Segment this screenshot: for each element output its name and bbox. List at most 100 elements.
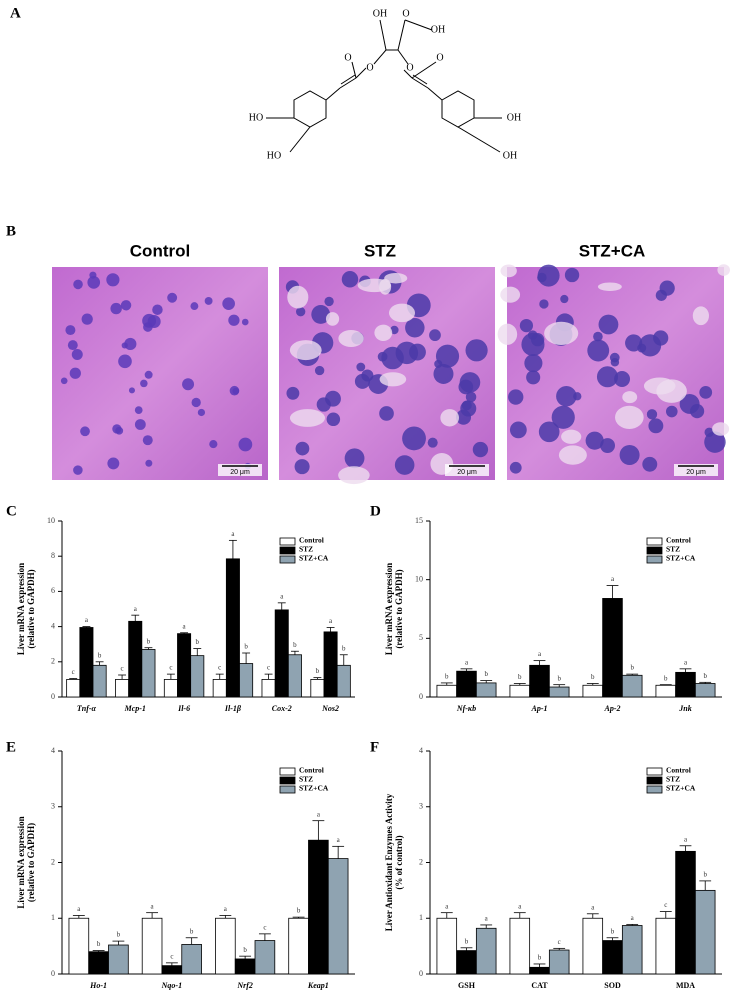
legend-label: Control — [299, 536, 324, 545]
nucleus — [241, 318, 249, 326]
significance-letter: b — [484, 670, 488, 678]
atom-label: O — [344, 52, 351, 63]
y-tick-label: 5 — [419, 633, 423, 642]
nucleus — [115, 426, 124, 435]
x-tick-label: Cox-2 — [272, 704, 292, 713]
significance-letter: a — [684, 835, 688, 843]
x-tick-label: Mcp-1 — [124, 704, 146, 713]
significance-letter: a — [85, 616, 89, 624]
x-tick-label: CAT — [531, 981, 548, 990]
vacuole — [561, 429, 582, 444]
significance-letter: b — [591, 673, 595, 681]
nucleus — [465, 391, 477, 403]
nucleus — [610, 358, 620, 367]
nucleus — [209, 440, 218, 449]
significance-letter: b — [196, 638, 200, 646]
nucleus — [564, 267, 580, 283]
y-tick-label: 0 — [51, 969, 55, 978]
vacuole — [643, 377, 676, 395]
nucleus — [519, 318, 534, 333]
bar — [88, 951, 109, 975]
significance-letter: b — [117, 931, 121, 939]
nucleus — [551, 405, 575, 429]
significance-letter: a — [183, 622, 187, 630]
nucleus — [704, 427, 714, 438]
x-tick-label: SOD — [604, 981, 621, 990]
scale-bg — [445, 464, 489, 476]
vacuole — [615, 405, 644, 429]
panel-label: A — [10, 5, 21, 21]
nucleus — [80, 426, 90, 437]
significance-letter: b — [316, 667, 320, 675]
nucleus — [679, 393, 700, 414]
nucleus — [107, 457, 120, 470]
significance-letter: a — [518, 902, 522, 910]
vacuole — [558, 445, 587, 465]
bar — [239, 663, 254, 698]
atom-label: OH — [431, 24, 445, 35]
y-tick-label: 3 — [419, 802, 423, 811]
legend-label: STZ — [666, 545, 680, 554]
nucleus — [344, 448, 365, 469]
y-tick-label: 0 — [419, 692, 423, 701]
y-tick-label: 10 — [415, 574, 423, 583]
bar — [475, 927, 497, 975]
legend-label: STZ — [666, 775, 680, 784]
y-tick-label: 1 — [51, 913, 55, 922]
nucleus — [286, 386, 300, 400]
nucleus — [598, 314, 619, 335]
y-axis-label: (% of control) — [394, 835, 404, 889]
bar — [675, 850, 696, 975]
legend-label: Control — [666, 766, 691, 775]
bar — [436, 917, 458, 975]
nucleus — [106, 273, 120, 287]
bar — [161, 965, 183, 975]
bar — [310, 679, 325, 698]
chart: 0 1 2 3 4 Liver Antioxidant Enzymes Activity(… — [384, 746, 722, 990]
legend-swatch — [646, 776, 663, 785]
nucleus — [458, 379, 474, 395]
y-tick-label: 4 — [51, 621, 55, 630]
vacuole — [500, 264, 517, 278]
nucleus — [73, 279, 83, 290]
bar — [287, 654, 302, 698]
nucleus — [585, 431, 604, 450]
vacuole — [622, 391, 638, 404]
bar — [327, 858, 349, 975]
significance-letter: c — [664, 901, 667, 909]
legend-label: STZ+CA — [666, 784, 696, 793]
chart: 0 5 10 15 Liver mRNA expression (relative to … — [384, 516, 722, 713]
panel-label: F — [370, 739, 379, 755]
nucleus — [167, 292, 178, 303]
atom-label: OH — [503, 150, 517, 161]
significance-letter: c — [218, 664, 221, 672]
nucleus — [60, 377, 68, 385]
significance-letter: b — [630, 664, 634, 672]
nucleus — [190, 302, 199, 311]
bar — [128, 620, 143, 698]
panel-label: D — [370, 503, 381, 519]
significance-letter: b — [243, 946, 247, 954]
nucleus — [145, 459, 153, 467]
significance-letter: b — [293, 641, 297, 649]
bar — [548, 686, 570, 698]
significance-letter: b — [190, 927, 194, 935]
bar — [621, 674, 643, 698]
nucleus — [394, 455, 415, 475]
nucleus — [134, 406, 143, 414]
significance-letter: b — [342, 644, 346, 652]
bar — [254, 940, 276, 975]
legend-swatch — [646, 555, 663, 564]
nucleus — [356, 362, 366, 372]
legend-swatch — [279, 767, 296, 776]
nucleus — [229, 385, 240, 396]
bar — [655, 684, 677, 698]
legend-swatch — [279, 776, 296, 785]
chart: 0 1 2 3 4 Liver mRNA expression (relative to G… — [16, 746, 355, 990]
significance-letter: b — [703, 871, 707, 879]
y-tick-label: 1 — [419, 913, 423, 922]
bar — [234, 958, 256, 975]
legend-swatch — [646, 785, 663, 794]
nucleus — [69, 367, 81, 379]
